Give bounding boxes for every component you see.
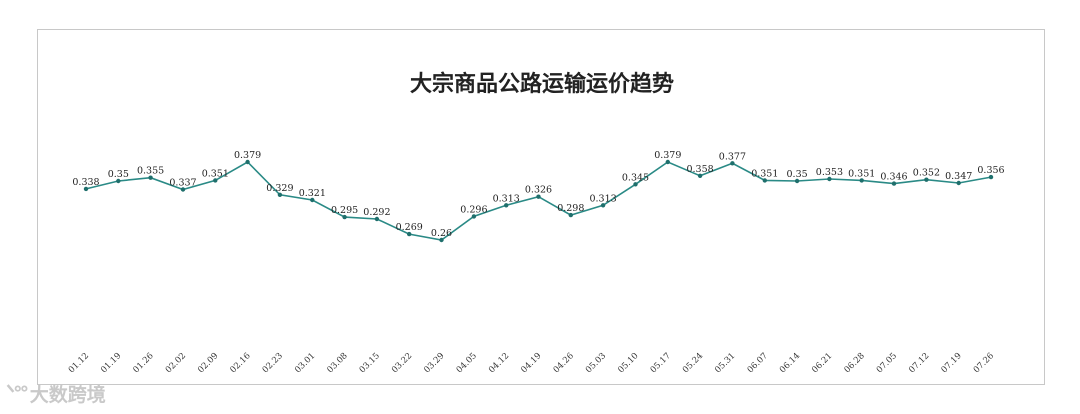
data-label: 0.321	[299, 188, 326, 199]
data-label: 0.292	[363, 207, 390, 218]
data-point	[891, 181, 897, 186]
data-label: 0.347	[945, 171, 972, 182]
x-tick-label: 07.05	[875, 351, 899, 375]
x-tick-label: 07.12	[907, 351, 931, 375]
data-point	[536, 194, 541, 199]
x-tick-label: 03.08	[325, 351, 349, 375]
data-point	[116, 178, 121, 184]
data-point	[827, 176, 832, 182]
data-label: 0.329	[266, 183, 293, 194]
data-label: 0.298	[557, 203, 584, 214]
data-point	[277, 192, 283, 197]
data-point	[762, 178, 767, 183]
data-label: 0.353	[816, 167, 843, 178]
data-label: 0.379	[234, 150, 261, 161]
data-label: 0.338	[72, 177, 99, 188]
data-point	[988, 174, 994, 180]
x-tick-label: 03.01	[293, 351, 317, 375]
x-tick-label: 07.26	[972, 351, 996, 375]
data-point	[374, 216, 380, 222]
data-point	[859, 178, 864, 183]
x-tick-label: 01.19	[99, 351, 123, 375]
data-point	[148, 175, 153, 180]
data-point	[439, 237, 444, 243]
data-label: 0.355	[137, 166, 164, 177]
x-tick-label: 05.03	[584, 351, 608, 375]
watermark-text: 大数跨境	[29, 383, 106, 406]
x-tick-label: 03.29	[422, 351, 446, 375]
data-label: 0.351	[848, 168, 875, 179]
x-tick-label: 03.22	[390, 351, 414, 375]
data-label: 0.313	[493, 193, 520, 204]
data-point	[245, 159, 250, 165]
data-label: 0.35	[787, 169, 808, 180]
data-label: 0.35	[108, 169, 129, 180]
data-point	[956, 180, 961, 186]
data-label: 0.26	[431, 228, 452, 239]
data-point	[504, 203, 509, 208]
data-label: 0.296	[460, 204, 487, 215]
data-label: 0.269	[396, 222, 423, 233]
data-label: 0.326	[525, 185, 552, 196]
x-tick-label: 04.19	[519, 351, 543, 375]
x-tick-label: 06.28	[843, 351, 867, 375]
data-point	[730, 161, 735, 166]
x-tick-label: 02.16	[228, 351, 252, 375]
x-tick-label: 04.12	[487, 351, 511, 375]
x-tick-label: 05.31	[713, 351, 737, 375]
data-label: 0.358	[686, 164, 713, 175]
data-point	[600, 203, 606, 208]
x-axis-tick-labels: 01.12 01.19 01.26 02.02 02.09 02.16 02.23 03.01…	[67, 351, 996, 375]
x-tick-label: 01.12	[67, 351, 91, 375]
watermark-logo-icon: ᐠᐤᐤ	[6, 380, 29, 406]
data-label: 0.313	[589, 193, 616, 204]
data-point	[471, 214, 477, 219]
data-point	[568, 212, 573, 218]
data-point	[180, 187, 186, 192]
x-tick-label: 03.15	[358, 351, 382, 375]
watermark: ᐠᐤᐤ 大数跨境	[6, 378, 106, 408]
data-point	[310, 197, 315, 203]
data-label: 0.295	[331, 205, 358, 216]
data-point	[342, 214, 347, 220]
data-label: 0.346	[880, 172, 907, 183]
value-labels: 0.338 0.35 0.355 0.337 0.351 0.379 0.329 0.321 0…	[72, 150, 1004, 239]
x-tick-label: 02.02	[164, 351, 188, 375]
x-tick-label: 01.26	[131, 351, 155, 375]
data-label: 0.356	[977, 165, 1004, 176]
x-tick-label: 04.05	[455, 351, 479, 375]
data-label: 0.351	[202, 168, 229, 179]
x-tick-label: 04.26	[552, 351, 576, 375]
data-label: 0.351	[751, 168, 778, 179]
data-label: 0.352	[913, 168, 940, 179]
x-tick-label: 05.10	[616, 351, 640, 375]
x-tick-label: 07.19	[940, 351, 964, 375]
chart-frame	[37, 29, 1045, 385]
x-tick-label: 05.24	[681, 351, 705, 375]
x-tick-label: 06.21	[810, 351, 834, 375]
x-tick-label: 06.07	[746, 351, 770, 375]
data-label: 0.379	[654, 150, 681, 161]
data-point	[924, 177, 929, 182]
x-tick-label: 06.14	[778, 351, 802, 375]
series-group	[83, 159, 994, 243]
data-point	[83, 186, 89, 192]
data-point	[697, 173, 703, 178]
x-tick-label: 02.23	[261, 351, 285, 375]
data-point	[794, 178, 800, 184]
data-label: 0.345	[622, 172, 649, 183]
data-point	[633, 182, 638, 187]
data-point	[665, 159, 670, 165]
data-label: 0.337	[169, 178, 196, 189]
data-label: 0.377	[719, 151, 746, 162]
chart-title: 大宗商品公路运输运价趋势	[410, 71, 674, 97]
data-point	[213, 178, 218, 183]
x-tick-label: 05.17	[649, 351, 673, 375]
x-tick-label: 02.09	[196, 351, 220, 375]
data-point	[407, 231, 412, 237]
